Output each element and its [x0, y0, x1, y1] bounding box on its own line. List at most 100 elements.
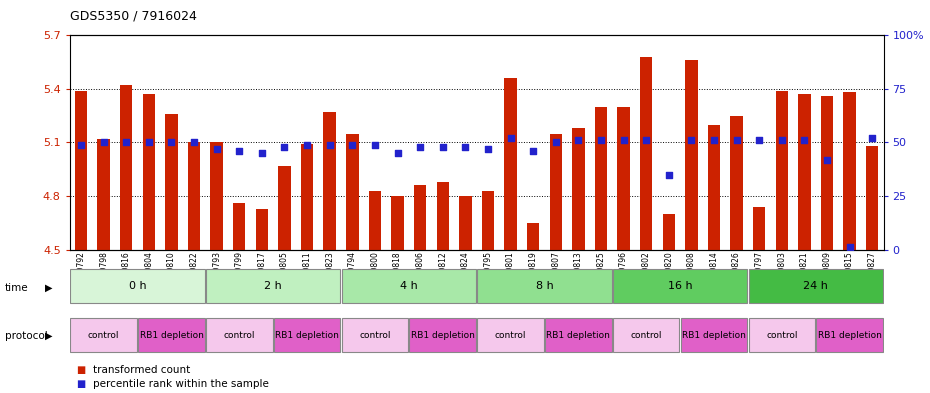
Point [209, 146, 224, 152]
Bar [844, 92, 856, 250]
Bar [341, 269, 476, 303]
Point [843, 244, 857, 251]
Bar [139, 318, 205, 352]
Bar [613, 269, 747, 303]
Point [277, 143, 292, 150]
Bar [392, 196, 404, 250]
Text: RB1 depletion: RB1 depletion [547, 331, 610, 340]
Point [141, 139, 156, 145]
Text: 2 h: 2 h [264, 281, 282, 291]
Text: ▶: ▶ [45, 283, 52, 293]
Bar [120, 85, 132, 250]
Bar [409, 318, 476, 352]
Point [797, 137, 812, 143]
Point [819, 156, 834, 163]
Bar [71, 318, 137, 352]
Bar [459, 196, 472, 250]
Point [751, 137, 766, 143]
Text: control: control [359, 331, 391, 340]
Point [299, 141, 314, 148]
Bar [798, 94, 811, 250]
Bar [206, 269, 340, 303]
Point [187, 139, 202, 145]
Text: GDS5350 / 7916024: GDS5350 / 7916024 [70, 10, 196, 23]
Bar [640, 57, 652, 250]
Bar [685, 61, 698, 250]
Bar [142, 94, 155, 250]
Bar [206, 318, 272, 352]
Bar [776, 91, 788, 250]
Point [639, 137, 654, 143]
Bar [210, 143, 223, 250]
Text: control: control [631, 331, 662, 340]
Bar [527, 223, 539, 250]
Point [73, 141, 88, 148]
Text: RB1 depletion: RB1 depletion [275, 331, 339, 340]
Point [435, 143, 450, 150]
Bar [301, 144, 313, 250]
Point [367, 141, 382, 148]
Bar [821, 96, 833, 250]
Text: control: control [495, 331, 526, 340]
Bar [278, 166, 291, 250]
Text: RB1 depletion: RB1 depletion [140, 331, 204, 340]
Bar [71, 269, 205, 303]
Point [684, 137, 698, 143]
Text: 24 h: 24 h [804, 281, 828, 291]
Point [458, 143, 472, 150]
Point [865, 135, 880, 141]
Point [255, 150, 270, 156]
Bar [749, 269, 883, 303]
Point [413, 143, 428, 150]
Bar [346, 134, 359, 250]
Point [96, 139, 111, 145]
Text: ■: ■ [76, 365, 86, 375]
Bar [594, 107, 607, 250]
Point [345, 141, 360, 148]
Point [481, 146, 496, 152]
Text: time: time [5, 283, 28, 293]
Bar [730, 116, 743, 250]
Bar [482, 191, 494, 250]
Point [119, 139, 134, 145]
Text: 8 h: 8 h [536, 281, 553, 291]
Point [503, 135, 518, 141]
Point [549, 139, 564, 145]
Bar [550, 134, 562, 250]
Text: RB1 depletion: RB1 depletion [411, 331, 474, 340]
Bar [753, 207, 765, 250]
Bar [613, 318, 680, 352]
Point [571, 137, 586, 143]
Bar [273, 318, 340, 352]
Point [775, 137, 790, 143]
Text: transformed count: transformed count [93, 365, 191, 375]
Text: RB1 depletion: RB1 depletion [682, 331, 746, 340]
Text: ▶: ▶ [45, 331, 52, 341]
Text: protocol: protocol [5, 331, 47, 341]
Text: control: control [766, 331, 798, 340]
Point [593, 137, 608, 143]
Point [390, 150, 405, 156]
Bar [256, 209, 268, 250]
Point [232, 148, 246, 154]
Text: 0 h: 0 h [128, 281, 146, 291]
Bar [98, 139, 110, 250]
Bar [188, 143, 200, 250]
Bar [681, 318, 747, 352]
Point [616, 137, 631, 143]
Bar [166, 114, 178, 250]
Bar [504, 78, 517, 250]
Bar [74, 91, 87, 250]
Text: 16 h: 16 h [668, 281, 692, 291]
Bar [749, 318, 815, 352]
Bar [708, 125, 720, 250]
Bar [545, 318, 612, 352]
Text: control: control [88, 331, 119, 340]
Point [707, 137, 722, 143]
Text: ■: ■ [76, 379, 86, 389]
Bar [368, 191, 381, 250]
Text: percentile rank within the sample: percentile rank within the sample [93, 379, 269, 389]
Bar [618, 107, 630, 250]
Bar [233, 203, 246, 250]
Text: RB1 depletion: RB1 depletion [817, 331, 882, 340]
